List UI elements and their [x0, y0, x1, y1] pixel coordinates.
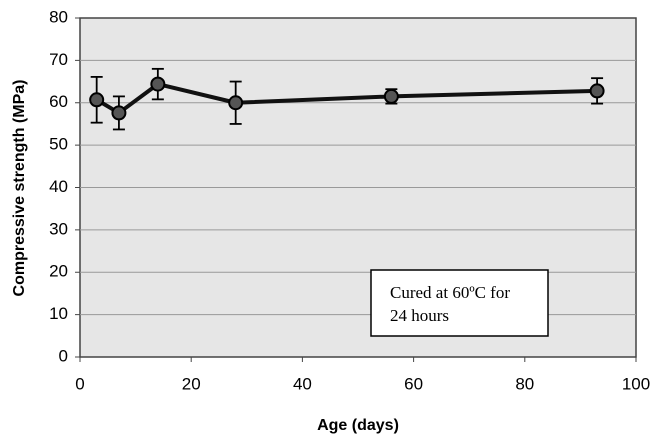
data-point: [111, 105, 127, 121]
x-tick-label: 60: [404, 374, 423, 393]
data-point: [150, 76, 166, 92]
x-tick-label: 0: [75, 374, 84, 393]
data-point: [228, 95, 244, 111]
y-tick-label: 40: [49, 177, 68, 196]
x-tick-label: 40: [293, 374, 312, 393]
annotation: 24 hours: [390, 306, 449, 325]
data-point: [89, 92, 105, 108]
data-point: [589, 83, 605, 99]
y-tick-label: 10: [49, 304, 68, 323]
annotation: Cured at 60ºC for: [390, 283, 510, 302]
y-tick-label: 20: [49, 262, 68, 281]
y-tick-label: 60: [49, 92, 68, 111]
x-tick-label: 20: [182, 374, 201, 393]
y-tick-label: 80: [49, 7, 68, 26]
annotation-box: [370, 269, 549, 337]
y-tick-label: 30: [49, 219, 68, 238]
data-point: [383, 88, 399, 104]
y-axis-label: Compressive strength (MPa): [11, 80, 28, 297]
y-tick-label: 70: [49, 50, 68, 69]
x-tick-label: 100: [622, 374, 650, 393]
y-tick-label: 0: [59, 346, 68, 365]
x-tick-label: 80: [515, 374, 534, 393]
y-tick-label: 50: [49, 135, 68, 154]
x-axis-label: Age (days): [317, 417, 399, 434]
